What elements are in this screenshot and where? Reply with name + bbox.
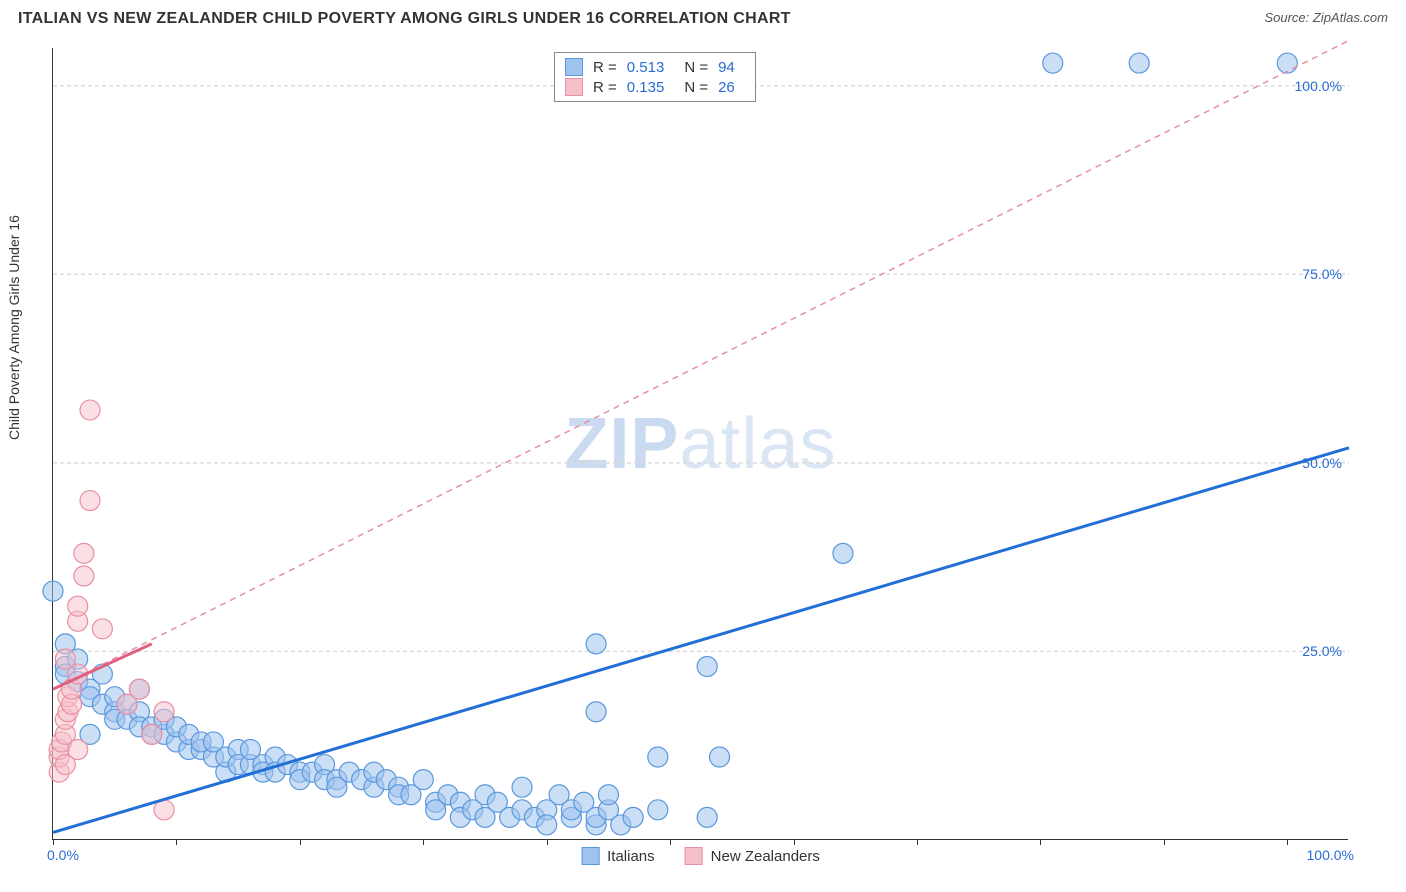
data-point (710, 747, 730, 767)
data-point (586, 634, 606, 654)
y-axis-label: Child Poverty Among Girls Under 16 (6, 215, 22, 440)
legend-swatch (565, 58, 583, 76)
data-point (648, 800, 668, 820)
data-point (1043, 53, 1063, 73)
data-point (833, 543, 853, 563)
legend-label: New Zealanders (711, 848, 820, 865)
stat-n-label: N = (684, 79, 708, 96)
data-point (697, 657, 717, 677)
x-tick (547, 839, 548, 845)
x-tick (1164, 839, 1165, 845)
x-tick (53, 839, 54, 845)
y-tick-label: 100.0% (1295, 78, 1342, 94)
x-tick (917, 839, 918, 845)
x-tick (423, 839, 424, 845)
x-tick (670, 839, 671, 845)
header-bar: ITALIAN VS NEW ZEALANDER CHILD POVERTY A… (0, 0, 1406, 40)
data-point (512, 777, 532, 797)
data-point (80, 400, 100, 420)
data-point (697, 807, 717, 827)
legend-swatch (565, 78, 583, 96)
data-point (68, 739, 88, 759)
data-point (80, 491, 100, 511)
data-point (1129, 53, 1149, 73)
stat-r-label: R = (593, 59, 617, 76)
data-point (55, 649, 75, 669)
stat-n-value: 26 (718, 79, 735, 96)
trend-line (53, 40, 1349, 689)
data-point (74, 566, 94, 586)
stats-row: R = 0.135 N = 26 (565, 77, 745, 97)
data-point (537, 815, 557, 835)
stats-row: R = 0.513 N = 94 (565, 57, 745, 77)
y-tick-label: 25.0% (1302, 643, 1342, 659)
plot-area: ZIPatlas R =0.513N =94R =0.135N =26 Ital… (52, 48, 1348, 840)
x-tick (1040, 839, 1041, 845)
x-label-left: 0.0% (47, 847, 79, 863)
chart-title: ITALIAN VS NEW ZEALANDER CHILD POVERTY A… (18, 10, 791, 28)
data-point (92, 619, 112, 639)
x-tick (300, 839, 301, 845)
data-point (648, 747, 668, 767)
bottom-legend: Italians New Zealanders (581, 847, 820, 865)
data-point (68, 596, 88, 616)
chart-svg (53, 48, 1348, 839)
data-point (586, 702, 606, 722)
data-point (413, 770, 433, 790)
legend-label: Italians (607, 848, 655, 865)
legend-swatch (581, 847, 599, 865)
x-tick (794, 839, 795, 845)
stats-box: R = 0.513 N = 94 R = 0.135 N = 26 (554, 52, 756, 102)
legend-swatch (685, 847, 703, 865)
x-label-right: 100.0% (1307, 847, 1354, 863)
stat-n-value: 94 (718, 59, 735, 76)
legend-item: Italians (581, 847, 655, 865)
x-tick (176, 839, 177, 845)
data-point (129, 679, 149, 699)
data-point (598, 785, 618, 805)
x-tick (1287, 839, 1288, 845)
data-point (623, 807, 643, 827)
data-point (1277, 53, 1297, 73)
y-tick-label: 50.0% (1302, 455, 1342, 471)
stat-r-value: 0.135 (627, 79, 665, 96)
legend-item: New Zealanders (685, 847, 820, 865)
trend-line (53, 448, 1349, 833)
data-point (154, 702, 174, 722)
data-point (43, 581, 63, 601)
stat-r-label: R = (593, 79, 617, 96)
source-credit: Source: ZipAtlas.com (1264, 10, 1388, 25)
data-point (142, 724, 162, 744)
stat-n-label: N = (684, 59, 708, 76)
stat-r-value: 0.513 (627, 59, 665, 76)
data-point (74, 543, 94, 563)
y-tick-label: 75.0% (1302, 266, 1342, 282)
